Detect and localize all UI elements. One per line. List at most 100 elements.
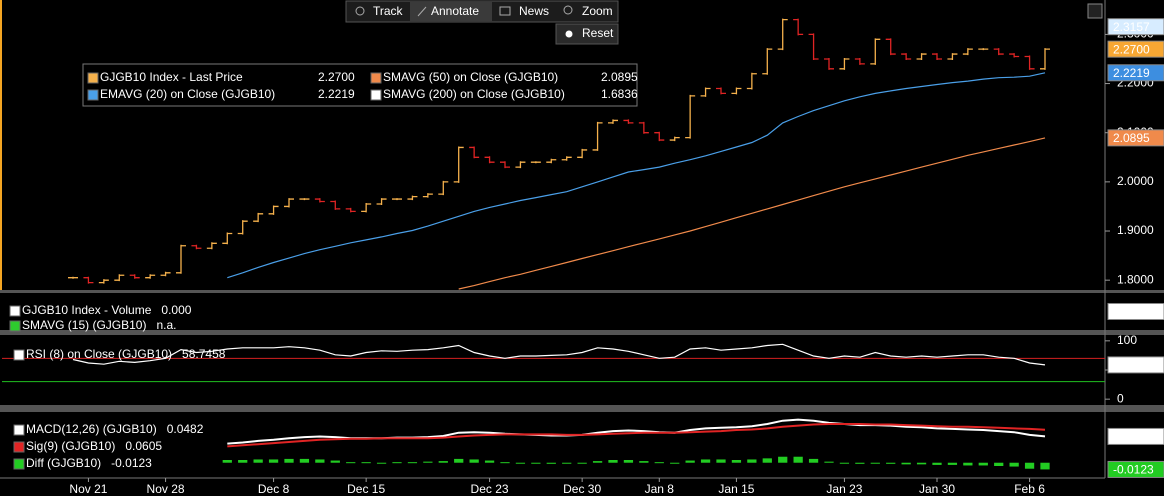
price-bar — [638, 121, 649, 134]
diff-bar — [315, 459, 325, 463]
price-bar — [284, 198, 294, 208]
diff-bar — [932, 462, 942, 465]
icon — [417, 6, 427, 17]
diff-bar — [870, 462, 880, 464]
diff-bar — [222, 460, 232, 463]
diff-bar — [423, 461, 433, 463]
diff-bar — [592, 461, 603, 463]
diff-bar — [994, 462, 1004, 466]
price-bar — [854, 57, 865, 65]
toolbar: Track Annotate News Zoom Reset — [345, 0, 619, 45]
diff-bar — [639, 461, 649, 463]
y-tick-label: 0 — [1117, 391, 1124, 405]
icon — [563, 5, 573, 15]
price-tag — [1107, 460, 1164, 478]
price-bar — [453, 146, 464, 183]
price-tag — [1107, 40, 1164, 58]
icon — [565, 30, 573, 38]
legend-name: SMAVG (15) (GJGB10) — [22, 318, 146, 332]
icon — [499, 6, 511, 16]
x-tick-label: Jan 8 — [645, 482, 675, 496]
diff-bar — [454, 458, 464, 463]
legend-value: 0.0482 — [167, 422, 204, 436]
price-tag-label: 2.0895 — [1113, 131, 1150, 145]
diff-bar — [546, 462, 556, 464]
diff-bar — [716, 459, 726, 463]
price-bar — [978, 48, 989, 51]
price-bar — [361, 202, 372, 213]
legend-swatch — [9, 305, 21, 317]
diff-bar — [562, 462, 572, 464]
price-bar — [145, 274, 156, 279]
diff-bar — [1009, 462, 1019, 467]
price-bar — [114, 274, 125, 282]
diff-bar — [886, 462, 896, 464]
diff-bar — [299, 458, 310, 463]
price-bar — [901, 53, 912, 60]
diff-bar — [407, 462, 418, 464]
diff-bar — [963, 462, 973, 466]
price-bar — [962, 48, 973, 56]
legend-name: Sig(9) (GJGB10) — [26, 439, 115, 453]
y-tick-label: 100 — [1117, 333, 1137, 347]
series-line — [458, 137, 1046, 290]
diff-bar — [392, 462, 402, 464]
diff-bar — [238, 460, 248, 463]
reset-button-bg[interactable] — [555, 23, 619, 45]
price-bar — [793, 18, 804, 36]
x-tick-label: Dec 23 — [471, 482, 509, 496]
diff-bar — [376, 462, 387, 464]
diff-bar — [284, 458, 294, 463]
panel-separator — [0, 330, 1164, 335]
diff-bar — [577, 462, 587, 464]
toolbar-button[interactable]: Annotate — [431, 4, 479, 18]
toolbar-button[interactable]: Track — [373, 4, 404, 18]
toolbar-button[interactable]: Zoom — [582, 4, 613, 18]
price-bar — [932, 53, 942, 60]
diff-bar — [469, 459, 479, 463]
legend-swatch — [87, 72, 99, 84]
price-bar — [407, 195, 418, 201]
price-tag-label: 2.3157 — [1113, 20, 1150, 34]
reset-button[interactable]: Reset — [582, 26, 614, 40]
price-bar — [392, 198, 402, 201]
price-bar — [500, 161, 510, 169]
price-bar — [268, 205, 279, 215]
legend-swatch — [9, 320, 21, 332]
diff-bar — [700, 459, 711, 463]
legend-value: 2.2219 — [318, 87, 355, 101]
price-bar — [870, 38, 881, 65]
x-tick-label: Jan 23 — [826, 482, 862, 496]
legend-name: GJGB10 Index - Last Price — [100, 70, 243, 84]
price-bar — [685, 94, 696, 139]
price-tag — [1107, 427, 1164, 445]
diff-bar — [654, 462, 664, 464]
price-bar — [731, 87, 742, 95]
diff-bar — [253, 459, 263, 463]
diff-bar — [855, 462, 865, 464]
toolbar-button[interactable]: News — [519, 4, 549, 18]
price-bar — [947, 53, 958, 60]
legend-value: 2.2700 — [318, 70, 355, 84]
legend-name: SMAVG (50) on Close (GJGB10) — [383, 70, 558, 84]
price-tag-label: 0.0482 — [1113, 430, 1150, 444]
price-bar — [530, 161, 541, 164]
diff-bar — [901, 462, 911, 465]
price-bar — [83, 276, 94, 284]
price-bar — [206, 242, 217, 250]
price-tag — [1107, 356, 1164, 374]
price-bar — [654, 131, 665, 142]
legend-value: 1.6836 — [601, 87, 638, 101]
price-bar — [669, 136, 680, 142]
price-bar — [98, 279, 109, 284]
price-tag — [1107, 64, 1164, 82]
diff-bar — [484, 460, 495, 463]
price-bar — [1009, 53, 1020, 58]
price-bar — [330, 200, 341, 210]
price-bar — [1040, 48, 1050, 70]
price-tag-label: -0.0123 — [1113, 463, 1154, 477]
price-bar — [376, 198, 387, 205]
diff-bar — [1024, 462, 1035, 469]
scroll-icon[interactable] — [1087, 3, 1103, 19]
